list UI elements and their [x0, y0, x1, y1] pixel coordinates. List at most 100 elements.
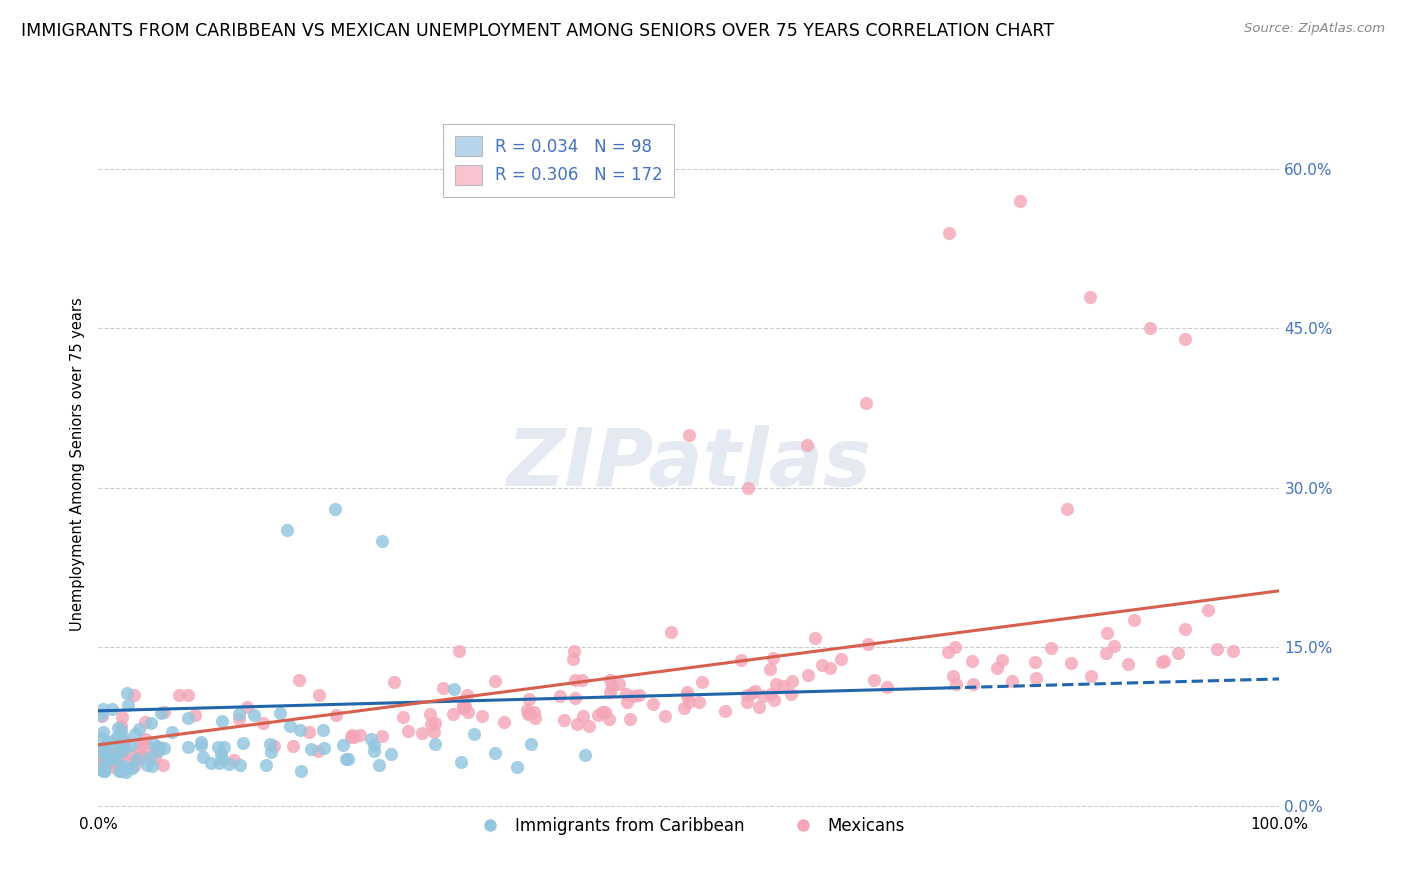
Point	[1095, 646, 1118, 660]
Point	[107, 741, 129, 756]
Point	[862, 673, 884, 687]
Point	[484, 674, 506, 689]
Point	[692, 674, 714, 689]
Point	[287, 673, 309, 688]
Point	[672, 700, 695, 714]
Point	[616, 695, 638, 709]
Point	[112, 759, 135, 773]
Point	[960, 655, 983, 669]
Point	[94, 754, 117, 768]
Point	[447, 644, 470, 658]
Point	[443, 707, 465, 722]
Point	[762, 651, 785, 665]
Point	[135, 746, 157, 760]
Point	[312, 741, 335, 756]
Point	[167, 688, 190, 702]
Point	[759, 662, 782, 676]
Point	[91, 701, 114, 715]
Point	[243, 708, 266, 723]
Point	[392, 710, 415, 724]
Point	[457, 705, 479, 719]
Point	[796, 668, 818, 682]
Point	[688, 694, 710, 708]
Point	[762, 693, 785, 707]
Point	[484, 747, 506, 761]
Point	[943, 640, 966, 654]
Point	[506, 760, 529, 774]
Point	[93, 764, 115, 778]
Point	[492, 714, 515, 729]
Point	[571, 708, 593, 723]
Point	[830, 652, 852, 666]
Point	[122, 753, 145, 767]
Point	[340, 730, 363, 744]
Point	[1024, 655, 1046, 669]
Point	[148, 739, 170, 754]
Point	[128, 745, 150, 759]
Point	[132, 737, 155, 751]
Point	[986, 661, 1008, 675]
Point	[114, 735, 136, 749]
Point	[614, 687, 637, 701]
Point	[564, 690, 586, 705]
Point	[565, 717, 588, 731]
Point	[228, 712, 250, 726]
Point	[96, 738, 118, 752]
Point	[456, 688, 478, 702]
Point	[150, 706, 173, 721]
Point	[101, 752, 124, 766]
Point	[307, 743, 329, 757]
Point	[471, 708, 494, 723]
Point	[591, 705, 613, 719]
Point	[325, 707, 347, 722]
Point	[142, 738, 165, 752]
Point	[598, 712, 620, 726]
Point	[517, 691, 540, 706]
Point	[332, 738, 354, 752]
Point	[368, 757, 391, 772]
Point	[714, 704, 737, 718]
Point	[730, 652, 752, 666]
Point	[120, 739, 142, 753]
Point	[340, 728, 363, 742]
Point	[200, 756, 222, 771]
Point	[94, 747, 117, 761]
Point	[208, 756, 231, 771]
Point	[128, 722, 150, 736]
Point	[735, 688, 758, 702]
Point	[1139, 321, 1161, 335]
Point	[519, 737, 541, 751]
Point	[91, 725, 114, 739]
Point	[232, 736, 254, 750]
Point	[299, 742, 322, 756]
Point	[1095, 625, 1118, 640]
Point	[432, 681, 454, 696]
Point	[516, 703, 538, 717]
Point	[1150, 655, 1173, 669]
Point	[98, 753, 121, 767]
Point	[586, 708, 609, 723]
Point	[228, 706, 250, 721]
Point	[1167, 647, 1189, 661]
Point	[676, 685, 699, 699]
Point	[593, 705, 616, 719]
Point	[451, 698, 474, 712]
Point	[678, 695, 700, 709]
Point	[209, 747, 232, 761]
Point	[117, 698, 139, 712]
Point	[128, 739, 150, 753]
Y-axis label: Unemployment Among Seniors over 75 years: Unemployment Among Seniors over 75 years	[70, 297, 86, 631]
Point	[454, 698, 477, 713]
Point	[148, 744, 170, 758]
Point	[90, 708, 112, 723]
Point	[678, 427, 700, 442]
Point	[425, 716, 447, 731]
Point	[578, 719, 600, 733]
Point	[796, 438, 818, 452]
Point	[945, 677, 967, 691]
Point	[561, 651, 583, 665]
Point	[1222, 644, 1244, 658]
Point	[122, 688, 145, 702]
Point	[349, 728, 371, 742]
Point	[141, 759, 163, 773]
